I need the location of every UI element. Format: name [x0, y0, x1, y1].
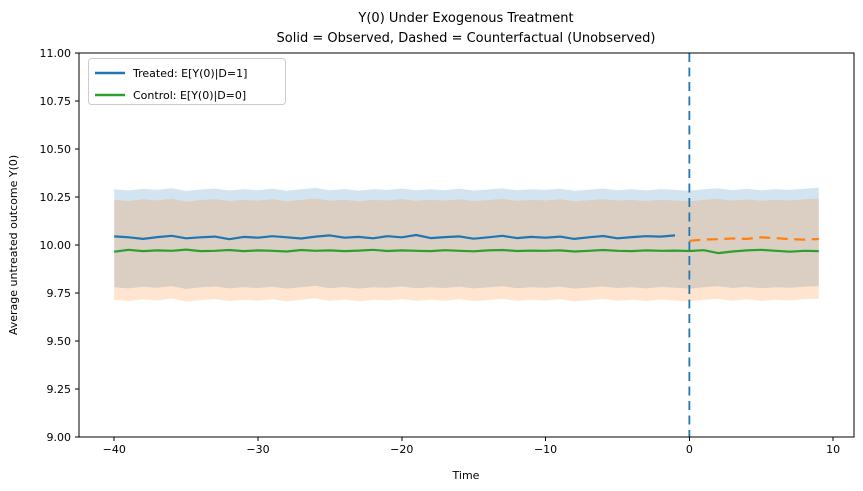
x-tick-label: −20 — [390, 443, 413, 456]
treated-counterfactual-line — [689, 236, 819, 242]
legend-label-treated: Treated: E[Y(0)|D=1] — [132, 67, 247, 80]
y-tick-label: 10.75 — [40, 95, 72, 108]
x-tick-label: −30 — [246, 443, 269, 456]
treated-observed-line — [114, 233, 676, 241]
legend-box — [88, 58, 286, 105]
y-tick-label: 9.75 — [47, 287, 72, 300]
y-tick-label: 9.50 — [47, 335, 72, 348]
x-tick-label: 0 — [686, 443, 693, 456]
y-tick-label: 10.00 — [40, 239, 72, 252]
x-tick-label: 10 — [826, 443, 840, 456]
legend: Treated: E[Y(0)|D=1] Control: E[Y(0)|D=0… — [88, 58, 286, 105]
y-tick-label: 9.25 — [47, 383, 72, 396]
legend-label-control: Control: E[Y(0)|D=0] — [133, 89, 246, 102]
y-tick-label: 10.50 — [40, 143, 72, 156]
data-series — [114, 233, 819, 255]
confidence-bands — [114, 187, 819, 302]
y-axis-label: Average untreated outcome Y(0) — [7, 155, 20, 335]
y-axis-ticks: 9.00 9.25 9.50 9.75 10.00 10.25 10.50 10.75 11.0… — [40, 47, 79, 444]
chart-subtitle: Solid = Observed, Dashed = Counterfactua… — [277, 31, 656, 46]
x-tick-label: −10 — [534, 443, 557, 456]
y-tick-label: 11.00 — [40, 47, 72, 60]
x-axis-ticks: −40 −30 −20 −10 0 10 — [103, 437, 840, 456]
x-axis-label: Time — [452, 469, 480, 482]
x-tick-label: −40 — [103, 443, 126, 456]
y-tick-label: 10.25 — [40, 191, 72, 204]
chart-title: Y(0) Under Exogenous Treatment — [357, 11, 573, 26]
control-observed-line — [114, 248, 819, 255]
y-tick-label: 9.00 — [47, 431, 72, 444]
